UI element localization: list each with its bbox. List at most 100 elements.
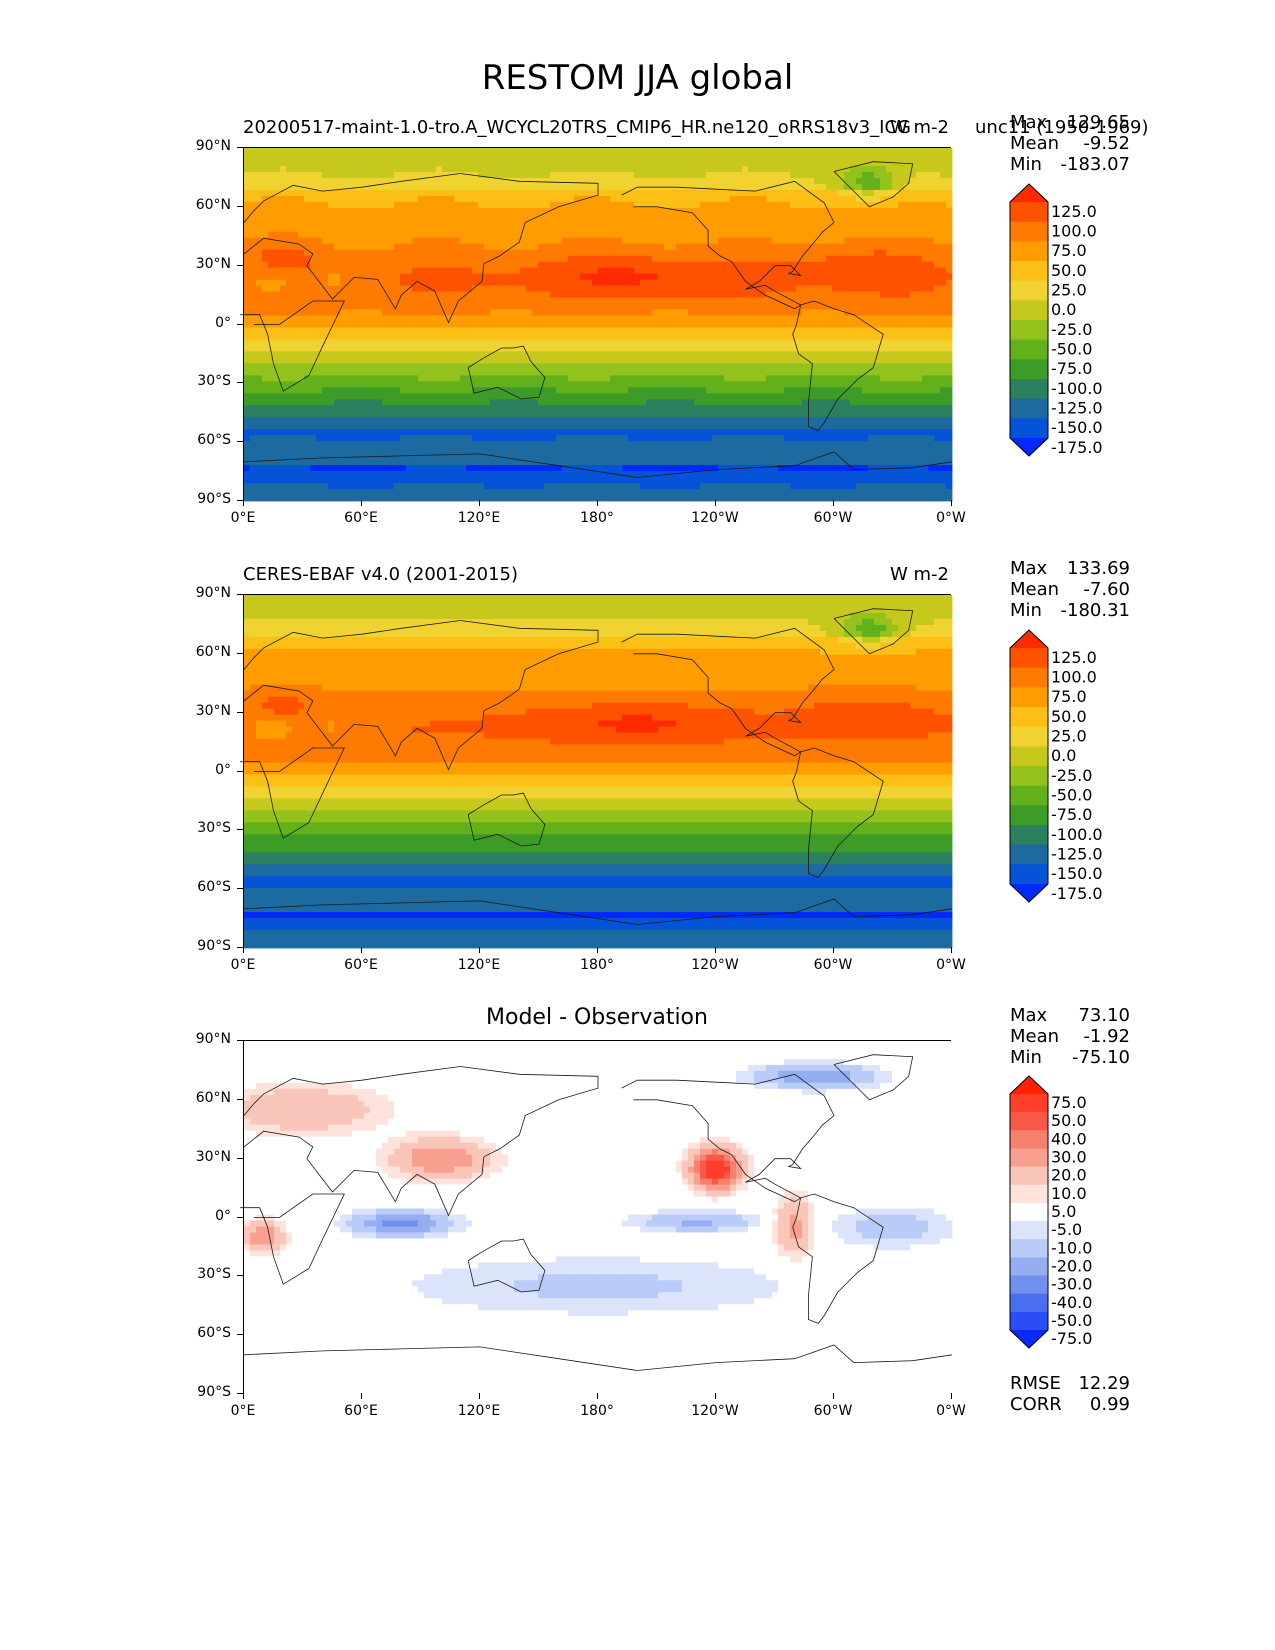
lon-tick-mark <box>361 1393 362 1399</box>
coastline <box>467 1238 546 1293</box>
panel-title-right: W m-2 <box>890 564 949 585</box>
lon-tick-mark <box>715 947 716 953</box>
lon-tick-label: 120°E <box>439 957 519 973</box>
colorbar-segment <box>1010 241 1048 262</box>
lat-tick-mark <box>237 1216 243 1218</box>
colorbar-tick-label: 50.0 <box>1051 707 1087 726</box>
map-observation-field <box>240 595 953 949</box>
stat-max-label: Max <box>1010 558 1047 579</box>
colorbar-segment <box>1010 785 1048 806</box>
coastline <box>240 1193 345 1285</box>
lon-tick-label: 60°E <box>321 510 401 526</box>
coastline <box>243 898 953 925</box>
lon-tick-label: 0°W <box>911 957 991 973</box>
colorbar-tick-label: 75.0 <box>1051 687 1087 706</box>
lat-tick-label: 90°N <box>181 138 231 154</box>
colorbar-segment <box>1010 202 1048 223</box>
stat-min-label: Min <box>1010 154 1042 175</box>
colorbar-segment <box>1010 648 1048 669</box>
colorbar-tick-label: 5.0 <box>1051 1202 1076 1221</box>
lon-tick-label: 180° <box>557 1403 637 1419</box>
colorbar-tick-label: -25.0 <box>1051 320 1092 339</box>
colorbar-segment <box>1010 1275 1048 1295</box>
coastline <box>243 1344 953 1371</box>
lon-tick-label: 180° <box>557 510 637 526</box>
colorbar-tick-label: 100.0 <box>1051 668 1097 687</box>
panel-title-center: Model - Observation <box>243 1005 951 1030</box>
lat-tick-label: 30°N <box>181 1149 231 1165</box>
colorbar-tick-label: -75.0 <box>1051 359 1092 378</box>
colorbar-segment <box>1010 726 1048 747</box>
lat-tick-label: 90°N <box>181 585 231 601</box>
lon-tick-mark <box>479 947 480 953</box>
panel-title-left: CERES-EBAF v4.0 (2001-2015) <box>243 564 518 585</box>
coastline <box>243 620 599 771</box>
lat-tick-mark <box>237 264 243 266</box>
lon-tick-mark <box>597 947 598 953</box>
colorbar-tick-label: -25.0 <box>1051 766 1092 785</box>
lon-tick-label: 0°E <box>203 957 283 973</box>
colorbar-segment <box>1010 1221 1048 1240</box>
lon-tick-mark <box>479 1393 480 1399</box>
stat-mean-value: -9.52 <box>1060 133 1130 154</box>
lat-tick-label: 90°S <box>181 1384 231 1400</box>
lat-tick-mark <box>237 382 243 384</box>
lon-tick-mark <box>951 500 952 506</box>
colorbar-segment <box>1010 418 1048 439</box>
lat-tick-mark <box>237 1275 243 1277</box>
colorbar-tick-label: 25.0 <box>1051 281 1087 300</box>
corr-value: 0.99 <box>1060 1394 1130 1415</box>
colorbar-extend-min <box>1010 1330 1048 1348</box>
colorbar-tick-label: -50.0 <box>1051 786 1092 805</box>
lat-tick-mark <box>237 594 243 595</box>
lon-tick-mark <box>243 500 244 506</box>
colorbar-segment <box>1010 1202 1048 1222</box>
colorbar-tick-label: -175.0 <box>1051 438 1103 457</box>
coastline <box>240 747 345 839</box>
stat-max-value: 73.10 <box>1060 1005 1130 1026</box>
coastline <box>240 300 345 392</box>
colorbar-tick-label: -75.0 <box>1051 805 1092 824</box>
lon-tick-label: 120°W <box>675 510 755 526</box>
colorbar-tick-label: 30.0 <box>1051 1148 1087 1167</box>
lon-tick-mark <box>715 1393 716 1399</box>
colorbar-tick-label: 100.0 <box>1051 222 1097 241</box>
colorbar-segment <box>1010 398 1048 419</box>
lon-tick-label: 60°W <box>793 510 873 526</box>
lat-tick-mark <box>237 1334 243 1336</box>
panel-title-right: W m-2 <box>890 117 949 138</box>
colorbar-segment <box>1010 687 1048 708</box>
lon-tick-mark <box>951 947 952 953</box>
lat-tick-label: 60°N <box>181 644 231 660</box>
colorbar-tick-label: 10.0 <box>1051 1184 1087 1203</box>
colorbar-segment <box>1010 300 1048 321</box>
lat-tick-mark <box>237 441 243 443</box>
coastline <box>467 345 546 400</box>
stat-mean-label: Mean <box>1010 579 1059 600</box>
lat-tick-label: 0° <box>181 1208 231 1224</box>
stat-max-label: Max <box>1010 112 1047 133</box>
colorbar-segment <box>1010 359 1048 380</box>
colorbar-tick-label: -150.0 <box>1051 418 1103 437</box>
colorbar-tick-label: -150.0 <box>1051 864 1103 883</box>
colorbar-segment <box>1010 1094 1048 1113</box>
colorbar-tick-label: 40.0 <box>1051 1129 1087 1148</box>
lon-tick-mark <box>833 500 834 506</box>
lon-tick-label: 120°W <box>675 957 755 973</box>
panel-title-overlap: unc11 (1950-1969) <box>975 117 1149 138</box>
lat-tick-mark <box>237 1393 243 1394</box>
colorbar-outline <box>1009 183 1049 457</box>
lat-tick-label: 30°S <box>181 373 231 389</box>
coastline <box>792 1193 884 1324</box>
lon-tick-label: 60°W <box>793 1403 873 1419</box>
colorbar-tick-label: -175.0 <box>1051 884 1103 903</box>
colorbar-segment <box>1010 766 1048 787</box>
colorbar-tick-label: 25.0 <box>1051 727 1087 746</box>
colorbar-tick-label: -125.0 <box>1051 399 1103 418</box>
coastline <box>833 608 914 655</box>
coastline <box>792 747 884 878</box>
figure-title: RESTOM JJA global <box>0 58 1275 98</box>
stat-min-value: -180.31 <box>1060 600 1130 621</box>
colorbar-outline <box>1009 1075 1049 1349</box>
lat-tick-mark <box>237 1098 243 1100</box>
